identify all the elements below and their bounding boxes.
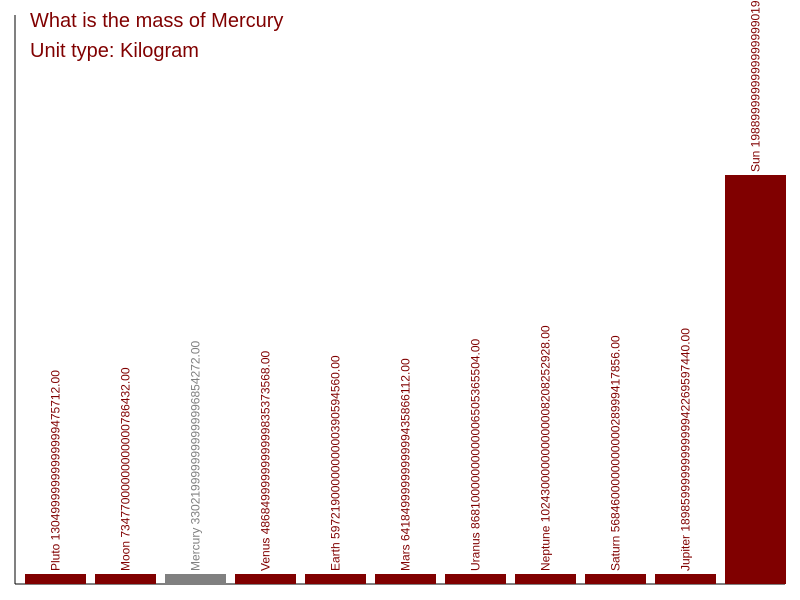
bar-neptune bbox=[515, 574, 576, 584]
bar-pluto bbox=[25, 574, 86, 584]
chart-title: What is the mass of Mercury bbox=[30, 10, 284, 32]
bar-label-earth: Earth 5972190000000000390594560.00 bbox=[329, 355, 343, 571]
bar-label-mars: Mars 6418499999999999435866112.00 bbox=[399, 358, 413, 571]
bar-sun bbox=[725, 175, 786, 584]
chart-subtitle: Unit type: Kilogram bbox=[30, 40, 199, 62]
bar-venus bbox=[235, 574, 296, 584]
bar-label-sun: Sun 1988999999999999999019000000000000 bbox=[749, 0, 763, 172]
bar-moon bbox=[95, 574, 156, 584]
bar-jupiter bbox=[655, 574, 716, 584]
bar-label-uranus: Uranus 86810000000000006505365504.00 bbox=[469, 338, 483, 571]
bar-label-jupiter: Jupiter 1898599999999999942269597440.00 bbox=[679, 328, 693, 571]
bar-mars bbox=[375, 574, 436, 584]
bar-label-pluto: Pluto 13049999999999999475712.00 bbox=[49, 370, 63, 571]
bar-earth bbox=[305, 574, 366, 584]
bar-label-moon: Moon 73477000000000000786432.00 bbox=[119, 367, 133, 571]
bar-uranus bbox=[445, 574, 506, 584]
bar-mercury bbox=[165, 574, 226, 584]
bar-saturn bbox=[585, 574, 646, 584]
bar-label-saturn: Saturn 568460000000000028999417856.00 bbox=[609, 335, 623, 571]
bar-label-venus: Venus 4868499999999999835373568.00 bbox=[259, 350, 273, 571]
bar-label-neptune: Neptune 102430000000000008208252928.00 bbox=[539, 325, 553, 571]
bar-label-mercury: Mercury 3302199999999999996854272.00 bbox=[189, 340, 203, 571]
